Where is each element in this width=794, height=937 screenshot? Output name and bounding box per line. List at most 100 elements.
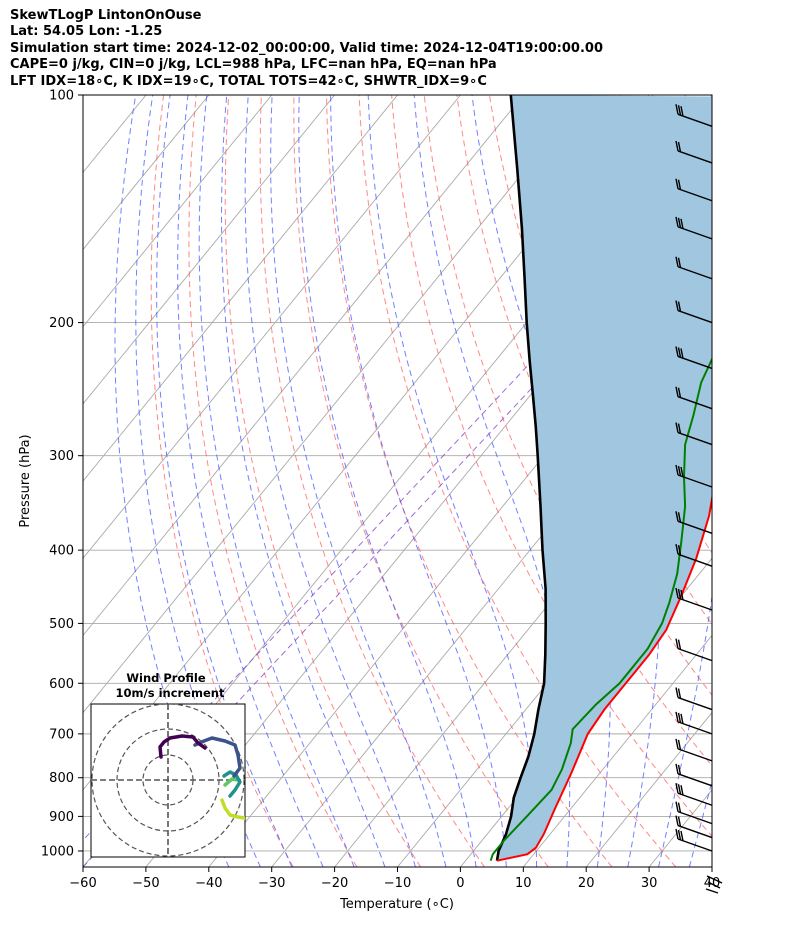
wind-barb-feather xyxy=(677,784,682,795)
wind-barb-fragment xyxy=(706,875,723,884)
chart-title: SkewTLogP LintonOnOuse xyxy=(10,8,202,23)
x-tick-label: −20 xyxy=(321,876,348,891)
wind-barb-feather xyxy=(680,713,684,725)
wind-barb-feather xyxy=(675,687,679,698)
wind-barb-feather xyxy=(680,218,684,230)
wind-barb-shaft xyxy=(677,309,713,324)
wind-barb-feather xyxy=(677,802,682,813)
wind-barb-feather xyxy=(675,544,679,555)
wind-barb-feather xyxy=(675,178,679,189)
wind-barb xyxy=(675,346,713,370)
wind-barb xyxy=(675,711,713,735)
wind-barb-feather xyxy=(675,464,679,476)
isotherm-line xyxy=(208,248,712,867)
moist-adiabat-line xyxy=(688,779,712,867)
wind-barb-feather xyxy=(677,739,682,751)
wind-barb-feather xyxy=(677,639,682,650)
dry-adiabat-line xyxy=(326,95,613,867)
wind-barb-shaft xyxy=(677,721,713,735)
wind-barb-feather xyxy=(677,764,682,775)
hodograph-segment xyxy=(193,736,242,778)
dry-adiabat-line xyxy=(188,95,358,867)
moist-adiabat-line xyxy=(298,95,477,867)
wind-barb-feather xyxy=(675,828,679,840)
wind-barb-feather xyxy=(677,347,682,358)
moist-adiabat-line xyxy=(720,95,794,867)
y-tick-label: 300 xyxy=(49,449,74,464)
hodograph-segment xyxy=(220,798,245,820)
isotherm-line xyxy=(83,95,336,405)
x-tick-label: 30 xyxy=(641,876,658,891)
x-axis-title: Temperature (∘C) xyxy=(339,897,454,912)
wind-barb xyxy=(675,763,713,787)
dry-adiabat-line xyxy=(293,95,549,867)
wind-barb-feather xyxy=(677,141,682,153)
wind-barb-feather xyxy=(677,829,682,841)
x-tick-label: −30 xyxy=(258,876,285,891)
x-tick-label: 20 xyxy=(578,876,595,891)
dry-adiabat-line xyxy=(750,95,794,867)
wind-barb-shaft xyxy=(677,520,713,534)
moist-adiabat-line xyxy=(644,95,712,867)
moist-adiabat-line xyxy=(220,95,386,867)
wind-barb-feather xyxy=(675,815,679,826)
moist-adiabat-line xyxy=(471,95,611,867)
wind-barb xyxy=(675,783,713,806)
wind-barb-feather xyxy=(677,588,682,600)
moist-adiabat-line xyxy=(244,95,416,867)
wind-barb xyxy=(675,300,713,324)
wind-barb-feather xyxy=(680,348,684,359)
wind-barb-feather xyxy=(675,256,679,267)
wind-barb-feather xyxy=(675,386,679,397)
wind-barb-shaft xyxy=(677,696,713,711)
wind-barb-feather xyxy=(675,801,679,812)
wind-barb-fragment xyxy=(707,881,721,889)
x-tick-label: 0 xyxy=(456,876,464,891)
y-tick-label: 1000 xyxy=(41,844,74,859)
x-tick-label: −40 xyxy=(195,876,222,891)
wind-barb-feather xyxy=(677,105,682,116)
isotherm-line xyxy=(585,711,712,867)
wind-barb-feather xyxy=(677,257,682,268)
wind-barb-feather xyxy=(680,830,684,842)
wind-barb-feather xyxy=(675,763,679,774)
wind-barb-feather xyxy=(675,140,679,152)
isotherm-line xyxy=(522,634,712,867)
wind-profile-inset: Wind Profile 10m/s increment xyxy=(90,671,246,858)
dry-adiabat-line xyxy=(358,95,677,867)
isotherm-line xyxy=(397,480,712,867)
wind-barb-feather xyxy=(677,217,682,229)
wind-barb-shaft xyxy=(677,597,713,611)
wind-barb-feather xyxy=(680,589,684,601)
wind-barb-shaft xyxy=(677,431,713,446)
profile-lines xyxy=(489,95,712,862)
y-tick-label: 700 xyxy=(49,727,74,742)
wind-barb-feather xyxy=(677,512,682,523)
wind-barb-shaft xyxy=(677,792,713,806)
wind-barb xyxy=(675,815,713,839)
wind-barbs xyxy=(675,104,723,894)
isotherm-line xyxy=(83,95,273,328)
dry-adiabat-line xyxy=(224,95,422,867)
cape-cin-shading xyxy=(497,95,712,861)
x-tick-label: −50 xyxy=(132,876,159,891)
isotherm-line xyxy=(83,95,587,714)
dry-adiabat-line xyxy=(783,95,794,867)
wind-barb xyxy=(675,256,713,280)
wind-barb xyxy=(675,386,713,410)
wind-barb-shaft xyxy=(677,266,713,280)
wind-barb-feather xyxy=(677,545,682,556)
dry-adiabat-line xyxy=(150,95,294,867)
wind-barb-shaft xyxy=(677,474,713,488)
dry-adiabat-line xyxy=(259,95,485,867)
wind-barb-feather xyxy=(677,688,682,699)
y-axis: 1000 900 800 700 600 500 400 300 200 100 xyxy=(41,89,83,859)
y-tick-label: 800 xyxy=(49,771,74,786)
dewpoint-line xyxy=(489,356,712,862)
chart-location: Lat: 54.05 Lon: -1.25 xyxy=(10,24,163,40)
wind-barb-feather xyxy=(675,511,679,522)
moist-adiabat-line xyxy=(114,95,230,867)
dry-adiabat-line xyxy=(717,95,794,867)
y-tick-label: 600 xyxy=(49,677,74,692)
